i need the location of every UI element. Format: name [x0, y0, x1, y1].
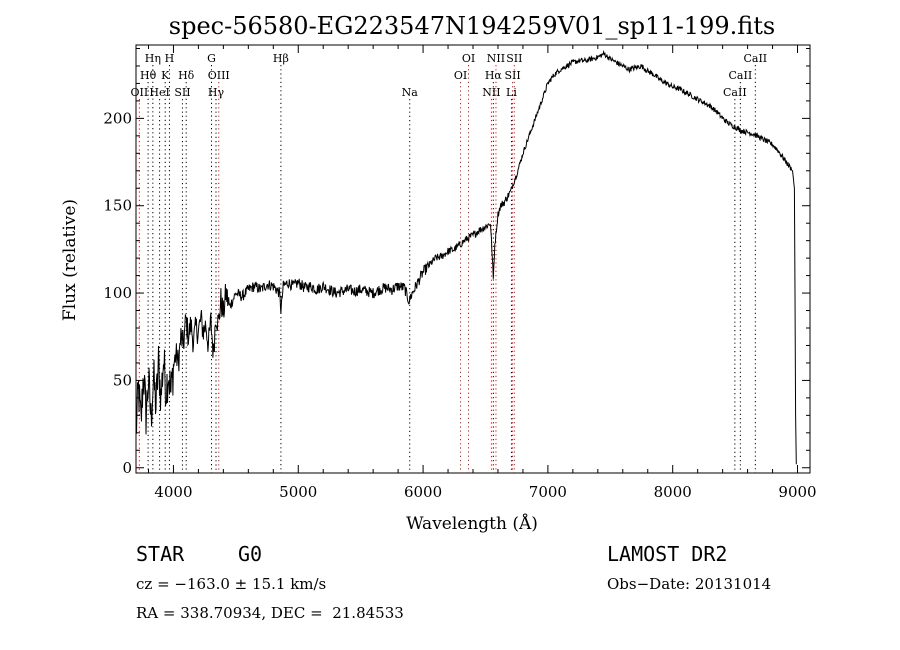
y-tick-label-1: 50 — [113, 371, 132, 389]
object-subclass: G0 — [238, 542, 263, 566]
line-label-3: HeI — [149, 86, 169, 99]
y-tick-label-0: 0 — [122, 459, 132, 477]
obs-date-text: Obs−Date: 20131014 — [607, 575, 772, 593]
line-label-13: OI — [454, 69, 467, 82]
redshift-text: cz = −163.0 ± 15.1 km/s — [136, 575, 327, 593]
line-label-18: Li — [506, 86, 517, 99]
plot-frame — [135, 44, 811, 474]
chart-title: spec-56580-EG223547N194259V01_sp11-199.f… — [169, 12, 775, 40]
line-label-20: SII — [506, 52, 522, 65]
x-tick-label-5: 9000 — [778, 483, 816, 501]
spectrum-line — [135, 50, 797, 465]
x-tick-label-3: 7000 — [529, 483, 567, 501]
line-label-11: Hβ — [273, 52, 289, 65]
line-label-2: Hη — [145, 52, 161, 65]
line-label-8: G — [207, 52, 216, 65]
line-label-5: H — [165, 52, 175, 65]
x-tick-label-1: 5000 — [279, 483, 317, 501]
line-label-16: Hα — [485, 69, 503, 82]
spectral-line-markers — [138, 65, 756, 473]
y-tick-label-3: 150 — [103, 197, 132, 215]
x-axis: 4000 5000 6000 7000 8000 9000 — [147, 45, 817, 501]
line-label-17: NII — [487, 52, 505, 65]
x-axis-label: Wavelength (Å) — [406, 513, 538, 534]
x-tick-label-4: 8000 — [654, 483, 692, 501]
line-label-23: CaII — [743, 52, 767, 65]
line-label-4: K — [161, 69, 170, 82]
spectral-line-labels: OII Hθ Hη HeI KH SII Hδ G Hγ OIII Hβ Na OI OI NII Hα NII… — [131, 52, 768, 99]
line-label-22: CaII — [729, 69, 753, 82]
x-tick-label-0: 4000 — [154, 483, 192, 501]
coordinates-text: RA = 338.70934, DEC = 21.84533 — [136, 604, 404, 622]
line-label-15: NII — [482, 86, 500, 99]
line-label-7: Hδ — [178, 69, 195, 82]
y-tick-label-4: 200 — [103, 109, 132, 127]
line-label-14: OI — [462, 52, 475, 65]
x-tick-label-2: 6000 — [404, 483, 442, 501]
line-label-1: Hθ — [140, 69, 157, 82]
line-label-6: SII — [174, 86, 190, 99]
y-tick-label-2: 100 — [103, 284, 132, 302]
y-axis-label: Flux (relative) — [60, 199, 80, 321]
y-axis: 0 50 100 150 200 — [103, 47, 810, 477]
line-label-19: SII — [504, 69, 520, 82]
line-label-10: OIII — [208, 69, 230, 82]
line-label-9: Hγ — [208, 86, 225, 99]
line-label-21: CaII — [723, 86, 747, 99]
survey-name: LAMOST DR2 — [607, 542, 728, 566]
line-label-12: Na — [402, 86, 419, 99]
line-label-0: OII — [131, 86, 149, 99]
object-class: STAR — [136, 542, 185, 566]
